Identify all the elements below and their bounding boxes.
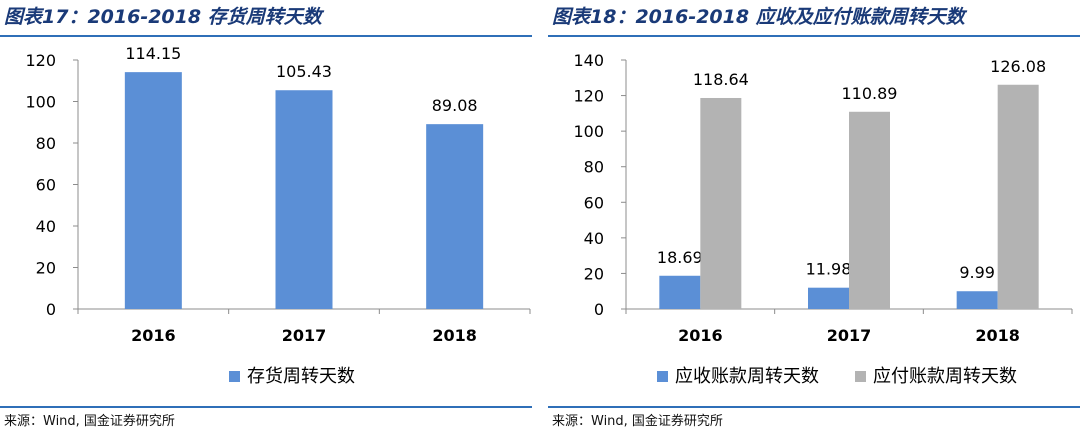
inventory-turnover-chart: 0 20 40 60 80 100 120 2016 2017 2018 114.15 105.43 8… [25, 44, 531, 387]
y-tick-label: 20 [36, 259, 56, 278]
figure-title: 图表18：2016-2018 应收及应付账款周转天数 [552, 6, 965, 28]
y-tick-label: 120 [573, 87, 604, 106]
source-note: 来源：Wind, 国金证券研究所 [4, 414, 175, 429]
y-tick-label: 120 [25, 51, 56, 70]
data-label: 105.43 [276, 62, 332, 81]
x-tick-label: 2016 [678, 326, 723, 345]
x-tick-label: 2016 [131, 326, 176, 345]
y-tick-label: 0 [594, 300, 604, 319]
legend-label: 存货周转天数 [247, 366, 355, 387]
y-tick-label: 60 [584, 193, 604, 212]
data-label: 11.98 [806, 260, 852, 279]
legend-swatch [657, 371, 668, 382]
bar [659, 275, 701, 309]
bar [426, 124, 484, 309]
y-tick-label: 40 [584, 229, 604, 248]
source-rule [548, 406, 1080, 408]
bar [997, 84, 1039, 309]
title-rule [0, 35, 532, 37]
bar [808, 287, 849, 309]
data-label: 18.69 [657, 248, 703, 267]
data-label: 110.89 [842, 84, 898, 103]
y-tick-label: 60 [36, 176, 56, 195]
y-tick-label: 100 [25, 93, 56, 112]
data-label: 126.08 [990, 57, 1046, 76]
legend-swatch [229, 371, 240, 382]
legend-swatch [855, 371, 866, 382]
source-note: 来源：Wind, 国金证券研究所 [552, 414, 723, 429]
data-label: 114.15 [125, 44, 181, 63]
y-tick-label: 80 [36, 134, 56, 153]
bar [956, 291, 998, 309]
y-tick-label: 80 [584, 158, 604, 177]
data-label: 89.08 [432, 96, 478, 115]
figure-17-panel: 图表17：2016-2018 存货周转天数 0 20 40 60 80 100 120 201… [0, 0, 532, 440]
receivable-payable-turnover-chart: 0 20 40 60 80 100 120 140 2016 2017 2018 18.69 11.98… [573, 51, 1073, 387]
y-tick-label: 20 [584, 264, 604, 283]
x-tick-label: 2017 [827, 326, 872, 345]
title-rule [548, 35, 1080, 37]
legend-label: 应收账款周转天数 [675, 366, 819, 387]
bar [124, 72, 182, 309]
bar [849, 111, 890, 309]
source-rule [0, 406, 532, 408]
x-tick-label: 2018 [432, 326, 477, 345]
bar [700, 97, 742, 309]
data-label: 118.64 [693, 70, 749, 89]
y-tick-label: 0 [46, 300, 56, 319]
y-tick-label: 40 [36, 217, 56, 236]
y-tick-label: 140 [573, 51, 604, 70]
bar [275, 90, 333, 309]
x-tick-label: 2018 [975, 326, 1020, 345]
figure-18-panel: 图表18：2016-2018 应收及应付账款周转天数 0 20 40 60 80 100 1… [548, 0, 1080, 440]
x-tick-label: 2017 [282, 326, 327, 345]
data-label: 9.99 [959, 263, 995, 282]
y-tick-label: 100 [573, 122, 604, 141]
legend-label: 应付账款周转天数 [873, 366, 1017, 387]
figure-title: 图表17：2016-2018 存货周转天数 [4, 6, 322, 28]
